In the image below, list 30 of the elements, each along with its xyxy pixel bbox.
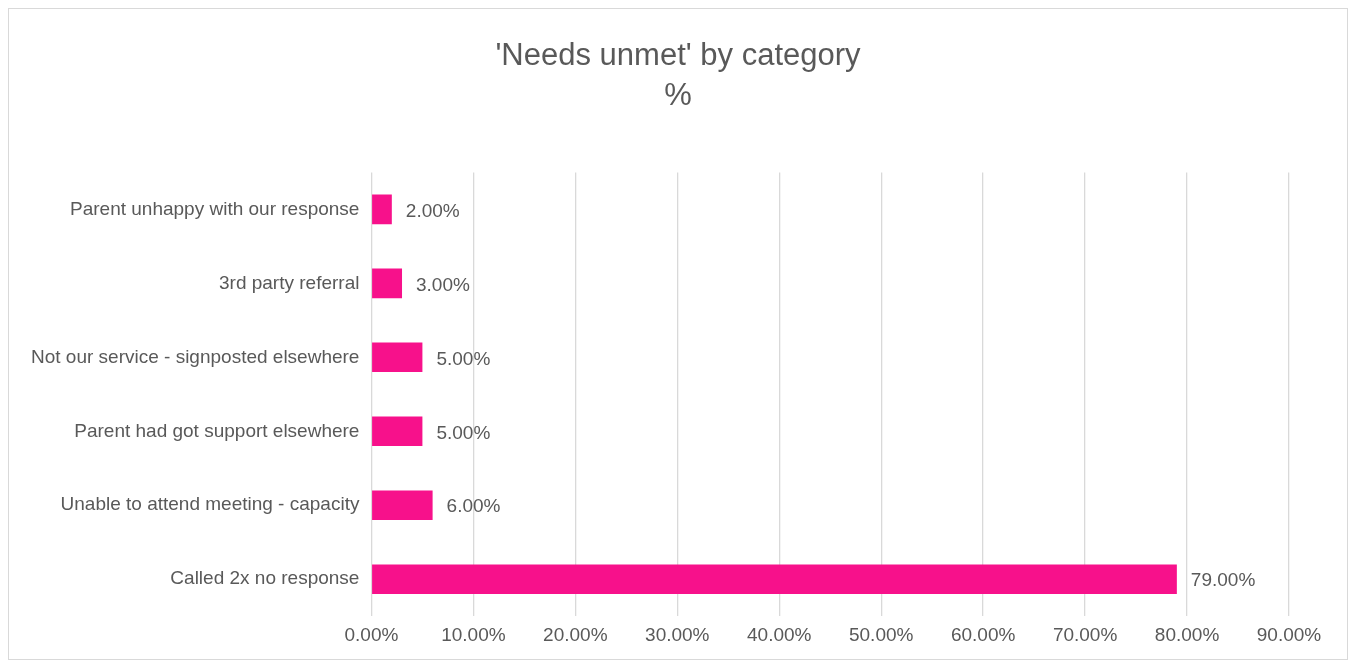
x-tick-label: 70.00% [1052, 623, 1118, 645]
bar [372, 490, 433, 521]
x-tick-label: 20.00% [543, 623, 608, 645]
bar [372, 416, 423, 447]
bar [372, 268, 403, 299]
y-tick-label: Unable to attend meeting - capacity [60, 493, 360, 515]
x-tick-label: 10.00% [441, 623, 506, 645]
data-label: 79.00% [1190, 569, 1256, 591]
chart-subtitle: % [663, 76, 693, 114]
y-tick-label: Called 2x no response [170, 567, 360, 589]
y-tick-label: 3rd party referral [218, 271, 360, 293]
data-label: 3.00% [416, 273, 470, 295]
x-tick-label: 90.00% [1256, 623, 1322, 645]
y-tick-label: Parent had got support elsewhere [74, 419, 360, 441]
y-tick-label: Parent unhappy with our response [70, 197, 360, 219]
x-tick-label: 30.00% [645, 623, 710, 645]
bar [372, 564, 1177, 595]
x-tick-label: 60.00% [950, 623, 1016, 645]
bar [372, 342, 423, 373]
data-label: 6.00% [446, 495, 501, 517]
x-tick-label: 80.00% [1154, 623, 1220, 645]
data-label: 5.00% [436, 347, 491, 369]
x-tick-label: 40.00% [747, 623, 812, 645]
chart-title: 'Needs unmet' by category [494, 36, 862, 74]
x-tick-label: 0.00% [344, 623, 399, 645]
x-tick-label: 50.00% [848, 623, 914, 645]
data-label: 2.00% [405, 199, 460, 221]
bar [372, 194, 392, 225]
y-tick-label: Not our service - signposted elsewhere [31, 345, 360, 367]
data-label: 5.00% [436, 421, 491, 443]
